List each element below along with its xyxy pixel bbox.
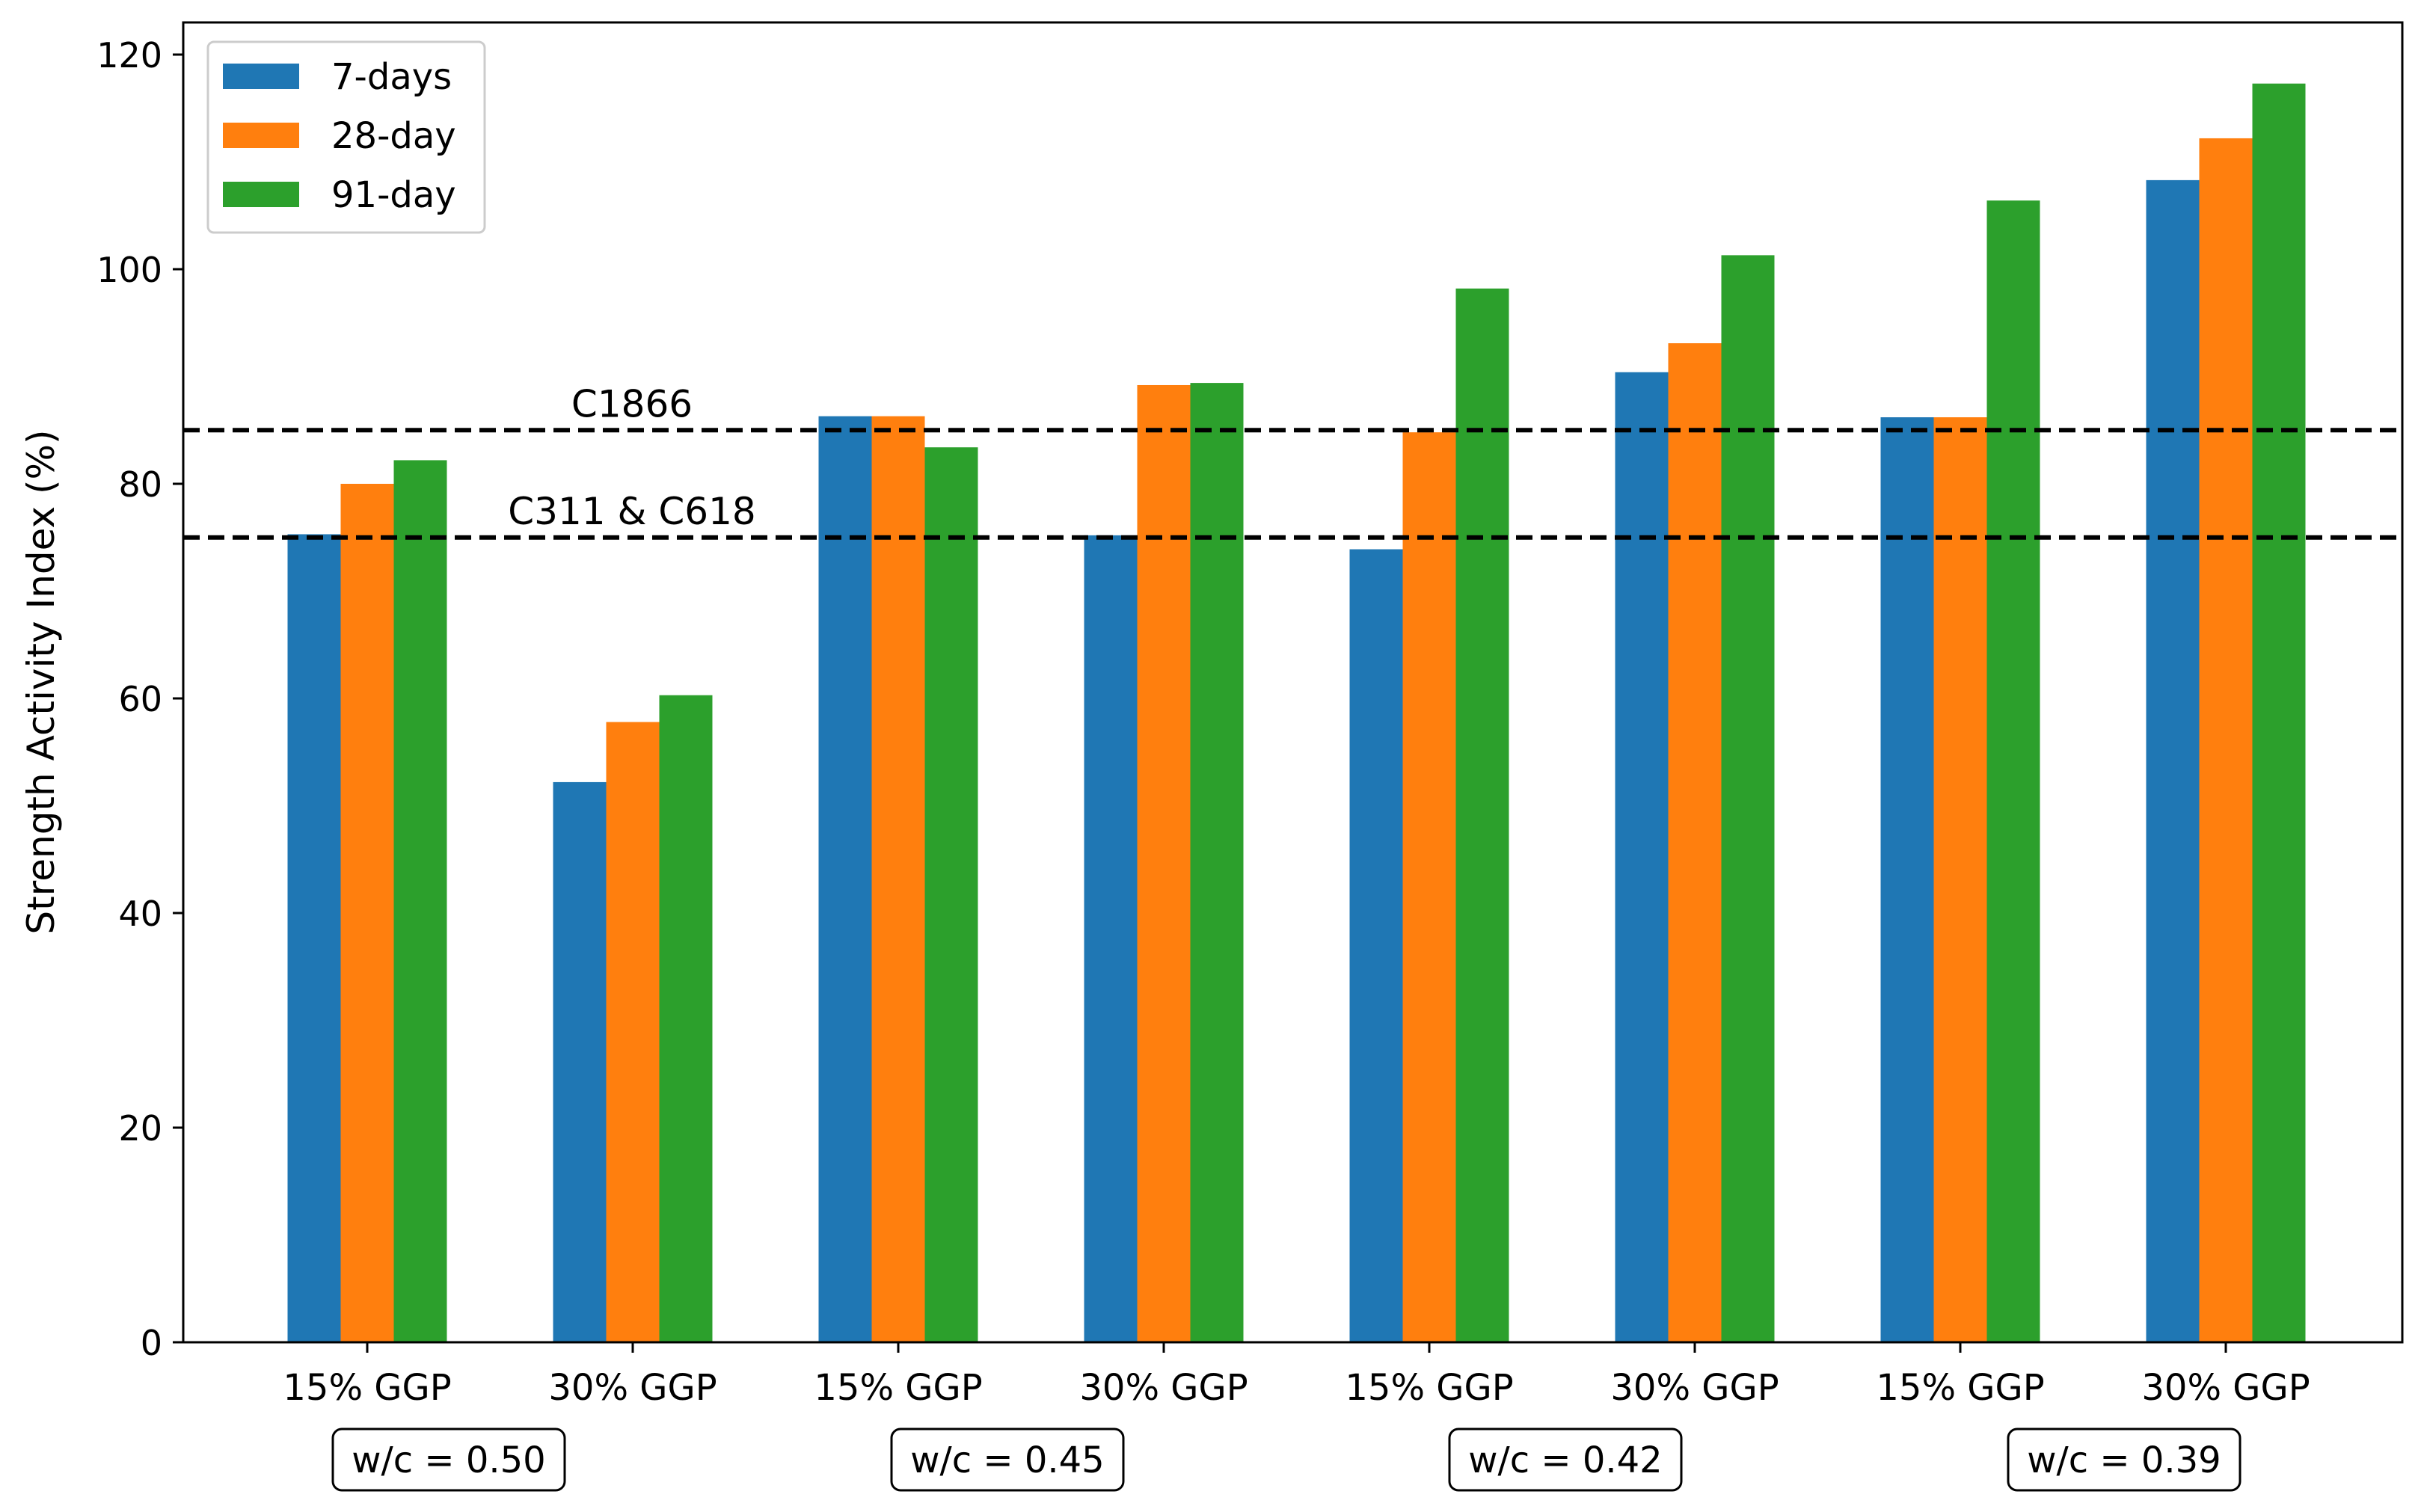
y-tick-label: 100 — [96, 250, 162, 290]
legend-label-7-days: 7-days — [331, 56, 452, 98]
reference-line-label-1: C1866 — [571, 382, 693, 425]
bar-91-day-2 — [659, 695, 713, 1342]
y-axis: 0 20 40 60 80 100 120 — [96, 35, 183, 1363]
bar-91-day-1 — [393, 460, 447, 1343]
group-label-3: w/c = 0.42 — [1468, 1439, 1662, 1481]
legend-swatch-28-day — [223, 123, 299, 148]
x-tick-label: 15% GGP — [1876, 1367, 2044, 1409]
bar-7-days-1 — [287, 534, 341, 1342]
bar-28-day-4 — [1137, 384, 1191, 1342]
x-tick-label: 30% GGP — [2141, 1367, 2310, 1409]
y-tick-label: 60 — [118, 679, 162, 719]
x-tick-label: 15% GGP — [1345, 1367, 1513, 1409]
y-tick-label: 40 — [118, 894, 162, 934]
x-tick-label: 30% GGP — [1079, 1367, 1248, 1409]
legend-swatch-91-day — [223, 182, 299, 207]
y-axis-label: Strength Activity Index (%) — [19, 429, 63, 934]
bar-28-day-3 — [871, 416, 925, 1342]
bar-28-day-2 — [606, 722, 660, 1342]
y-tick-label: 120 — [96, 35, 162, 76]
x-tick-label: 30% GGP — [548, 1367, 717, 1409]
bar-91-day-4 — [1190, 383, 1244, 1342]
reference-lines-layer: C1866 C311 & C618 — [183, 382, 2402, 540]
group-label-4: w/c = 0.39 — [2027, 1439, 2221, 1481]
bars-layer — [287, 83, 2306, 1343]
y-tick-label: 0 — [141, 1323, 162, 1363]
bar-28-day-1 — [340, 484, 394, 1342]
bar-7-days-6 — [1615, 372, 1669, 1342]
legend-label-28-day: 28-day — [331, 115, 456, 157]
bar-91-day-5 — [1455, 288, 1509, 1343]
bar-91-day-6 — [1721, 255, 1775, 1343]
bar-7-days-2 — [553, 781, 607, 1342]
group-label-box-1 — [331, 1428, 566, 1492]
x-axis: 15% GGP 30% GGP 15% GGP 30% GGP 15% GGP 30% G… — [283, 1342, 2310, 1409]
x-tick-label: 15% GGP — [814, 1367, 982, 1409]
bar-7-days-5 — [1349, 549, 1403, 1343]
legend-swatch-7-days — [223, 64, 299, 89]
bar-7-days-3 — [818, 416, 872, 1342]
bar-7-days-8 — [2146, 179, 2200, 1342]
bar-91-day-3 — [924, 447, 978, 1343]
bar-28-day-6 — [1668, 343, 1722, 1342]
bar-7-days-4 — [1084, 535, 1138, 1342]
plot-frame — [182, 21, 2404, 1344]
group-label-box-2 — [890, 1428, 1125, 1492]
x-tick-label: 15% GGP — [283, 1367, 451, 1409]
x-tick-label: 30% GGP — [1610, 1367, 1779, 1409]
bar-91-day-7 — [1986, 200, 2040, 1342]
group-labels: w/c = 0.50 w/c = 0.45 w/c = 0.42 w/c = 0.39 — [331, 1428, 2242, 1492]
group-label-2: w/c = 0.45 — [910, 1439, 1104, 1481]
bar-28-day-8 — [2199, 138, 2253, 1343]
bar-28-day-7 — [1933, 417, 1987, 1342]
reference-line-label-2: C311 & C618 — [508, 490, 755, 533]
group-label-1: w/c = 0.50 — [352, 1439, 545, 1481]
y-tick-label: 80 — [118, 464, 162, 505]
bar-7-days-7 — [1880, 417, 1934, 1342]
group-label-box-3 — [1448, 1428, 1683, 1492]
bar-91-day-8 — [2252, 83, 2306, 1343]
group-label-box-4 — [2007, 1428, 2242, 1492]
bar-28-day-5 — [1402, 432, 1456, 1342]
legend-label-91-day: 91-day — [331, 174, 456, 216]
legend: 7-days 28-day 91-day — [206, 40, 486, 234]
y-tick-label: 20 — [118, 1108, 162, 1149]
